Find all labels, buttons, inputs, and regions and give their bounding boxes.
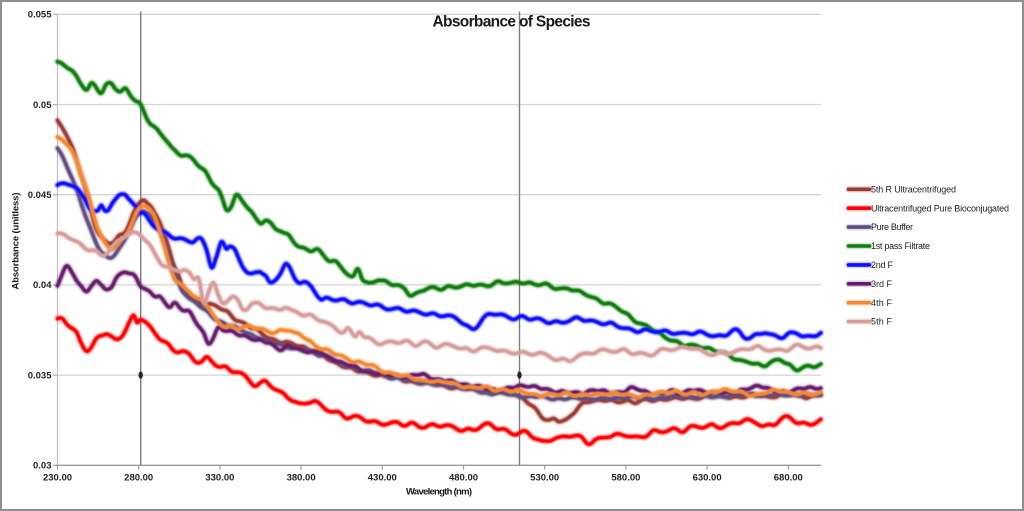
svg-text:0.05: 0.05	[33, 100, 52, 111]
svg-text:0.055: 0.055	[28, 10, 52, 21]
svg-text:580.00: 580.00	[611, 473, 640, 484]
svg-text:Absorbance of Species: Absorbance of Species	[433, 14, 591, 31]
svg-text:4th F: 4th F	[871, 298, 893, 308]
svg-text:330.00: 330.00	[205, 473, 234, 484]
svg-text:230.00: 230.00	[43, 473, 72, 484]
svg-text:0.03: 0.03	[33, 461, 52, 472]
svg-text:0.04: 0.04	[33, 280, 52, 291]
svg-text:2nd F: 2nd F	[871, 260, 894, 270]
svg-text:5th R Ultracentrifuged: 5th R Ultracentrifuged	[871, 184, 956, 194]
svg-text:Wavelength (nm): Wavelength (nm)	[406, 487, 472, 498]
svg-text:0.035: 0.035	[28, 370, 52, 381]
svg-text:530.00: 530.00	[530, 473, 559, 484]
svg-text:0.045: 0.045	[28, 190, 52, 201]
svg-text:5th F: 5th F	[871, 317, 893, 327]
svg-text:3rd F: 3rd F	[871, 279, 893, 289]
svg-text:Absorbance (unitless): Absorbance (unitless)	[11, 193, 22, 290]
svg-text:Ultracentrifuged Pure Bioconju: Ultracentrifuged Pure Bioconjugated	[871, 203, 1009, 213]
svg-text:1st pass Filtrate: 1st pass Filtrate	[871, 241, 930, 251]
svg-text:630.00: 630.00	[693, 473, 722, 484]
svg-text:430.00: 430.00	[368, 473, 397, 484]
svg-text:Pure Buffer: Pure Buffer	[871, 222, 913, 232]
svg-text:480.00: 480.00	[449, 473, 478, 484]
svg-text:380.00: 380.00	[287, 473, 316, 484]
svg-text:280.00: 280.00	[124, 473, 153, 484]
svg-text:680.00: 680.00	[774, 473, 803, 484]
